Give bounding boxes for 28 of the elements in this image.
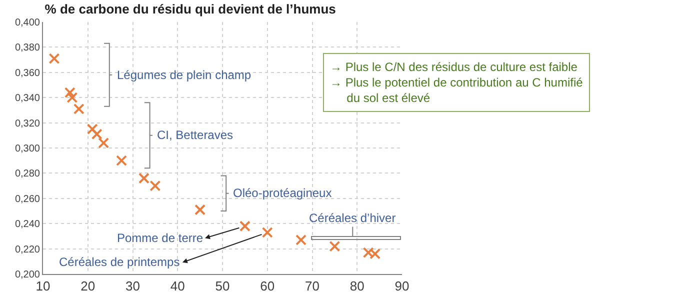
annotation: → Plus le C/N des résidus de culture est faible → Plus le potentiel de contribution au C humifié du sol est élevé bbox=[330, 60, 584, 106]
x-tick-label: 80 bbox=[350, 278, 364, 294]
y-tick-label: 0,240 bbox=[14, 219, 40, 230]
y-tick-label: 0,300 bbox=[14, 144, 40, 154]
x-tick-label: 20 bbox=[80, 278, 96, 294]
chart-title: % de carbone du résidu qui devient de l’humus bbox=[44, 2, 336, 17]
x-tick-label: 40 bbox=[170, 278, 185, 294]
x-tick-label: 30 bbox=[126, 278, 140, 294]
y-tick-label: 0,200 bbox=[14, 270, 40, 280]
annotation: Céréales de printemps bbox=[59, 255, 180, 269]
x-tick-label: 90 bbox=[394, 278, 410, 294]
y-tick-label: 0,340 bbox=[14, 93, 40, 104]
annotation: Céréales d’hiver bbox=[309, 211, 396, 225]
y-tick-label: 0,320 bbox=[14, 118, 40, 130]
x-tick-label: 70 bbox=[305, 278, 320, 294]
annotation: Légumes de plein champ bbox=[117, 68, 252, 82]
y-tick-label: 0,400 bbox=[14, 18, 40, 28]
x-tick-label: 50 bbox=[215, 278, 230, 294]
annotation: Pomme de terre bbox=[117, 231, 204, 245]
y-tick-label: 0,220 bbox=[14, 244, 40, 256]
annotation: Oléo-protéagineux bbox=[233, 186, 332, 200]
annotation: CI, Betteraves bbox=[157, 128, 234, 142]
y-tick-label: 0,360 bbox=[14, 68, 40, 79]
y-tick-label: 0,280 bbox=[14, 168, 40, 180]
x-tick-label: 60 bbox=[260, 278, 275, 294]
y-tick-label: 0,380 bbox=[14, 42, 40, 54]
y-tick-label: 0,260 bbox=[14, 194, 40, 205]
x-tick-label: 10 bbox=[36, 278, 50, 294]
